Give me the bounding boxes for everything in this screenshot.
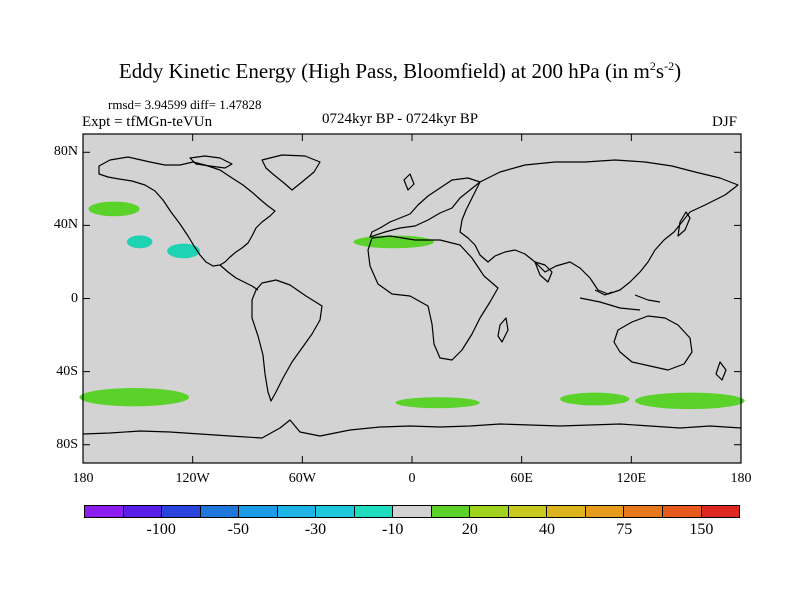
africa-coast [367, 235, 499, 361]
season-label: DJF [712, 114, 738, 130]
colorbar-swatch [393, 506, 432, 517]
colorbar-swatch [470, 506, 509, 517]
anomaly-region-south-atlantic [395, 397, 480, 409]
south-america-coast [251, 279, 323, 402]
colorbar-swatch [316, 506, 355, 517]
title-unit-s: s [655, 59, 665, 83]
colorbar-label: 20 [461, 521, 478, 538]
colorbar-swatch [123, 506, 163, 517]
x-tick-label: 60E [510, 471, 533, 486]
anomaly-region-south-pacific-east [634, 392, 745, 410]
anomaly-region-north-pacific-cyan [167, 243, 200, 259]
new-zealand-coast [715, 361, 727, 381]
colorbar-swatch [277, 506, 317, 517]
colorbar-label: -10 [382, 521, 404, 538]
colorbar-swatch [624, 506, 663, 517]
japan-coast [677, 211, 691, 237]
y-tick-label: 0 [71, 290, 78, 306]
indonesia-coast [579, 289, 661, 311]
colorbar-swatch [701, 506, 740, 517]
x-tick-label: 0 [408, 471, 416, 486]
colorbar-swatch [85, 506, 124, 517]
figure-title: Eddy Kinetic Energy (High Pass, Bloomfie… [0, 60, 800, 82]
india-coast [534, 261, 553, 283]
x-tick-label: 120E [616, 471, 647, 486]
title-unit-exponent-m: 2 [649, 59, 656, 73]
colorbar-label: 75 [616, 521, 633, 538]
anomaly-region-south-pacific [79, 388, 190, 407]
x-tick-label: 60W [288, 471, 316, 486]
y-tick-label: 80N [53, 144, 78, 160]
anomaly-region-north-atlantic [353, 235, 434, 249]
north-america-coast [98, 156, 276, 267]
x-tick-label: 120W [175, 471, 210, 486]
greenland-coast [261, 154, 321, 191]
anomaly-region-south-indian [560, 392, 630, 406]
arctic-islands-coast [189, 155, 233, 169]
map-background [83, 134, 741, 463]
y-tick-label: 80S [56, 436, 78, 452]
central-america-coast [219, 264, 259, 291]
colorbar-swatch [585, 506, 625, 517]
anomaly-regions [79, 201, 745, 410]
colorbar-swatch [662, 506, 702, 517]
colorbar-swatch [547, 506, 586, 517]
colorbar-label: -50 [227, 521, 249, 538]
period-label: 0724kyr BP - 0724kyr BP [321, 111, 479, 127]
title-text: Eddy Kinetic Energy (High Pass, Bloomfie… [118, 59, 650, 83]
y-tick-label: 40N [53, 217, 78, 233]
colorbar-label: -100 [146, 521, 176, 538]
x-tick-label: 180 [730, 471, 752, 486]
colorbar-swatch [354, 506, 394, 517]
colorbar-label: -30 [304, 521, 327, 538]
britain-coast [403, 173, 415, 191]
colorbar-label: 40 [539, 521, 556, 538]
madagascar-coast [497, 317, 509, 343]
title-close: ) [674, 59, 682, 83]
colorbar-swatch [239, 506, 278, 517]
experiment-label: Expt = tfMGn-teVUn [82, 114, 213, 130]
colorbar [84, 505, 740, 518]
y-tick-label: 40S [56, 363, 78, 379]
x-tick-label: 180 [72, 471, 94, 486]
title-unit-exponent-s: -2 [664, 59, 675, 73]
coastlines [82, 154, 742, 439]
europe-coast [369, 177, 481, 238]
colorbar-swatch [431, 506, 471, 517]
antarctica-coast [82, 419, 742, 439]
asia-coast [459, 159, 739, 295]
anomaly-region-north-pacific-west [88, 201, 140, 217]
stats-label: rmsd= 3.94599 diff= 1.47828 [108, 97, 262, 112]
australia-coast [613, 315, 693, 371]
colorbar-label: 150 [689, 521, 714, 538]
anomaly-region-north-pacific-cyan-small [126, 235, 153, 249]
colorbar-swatch [508, 506, 548, 517]
axis-tick-marks [82, 134, 742, 463]
colorbar-swatch [162, 506, 201, 517]
colorbar-swatch [200, 506, 240, 517]
